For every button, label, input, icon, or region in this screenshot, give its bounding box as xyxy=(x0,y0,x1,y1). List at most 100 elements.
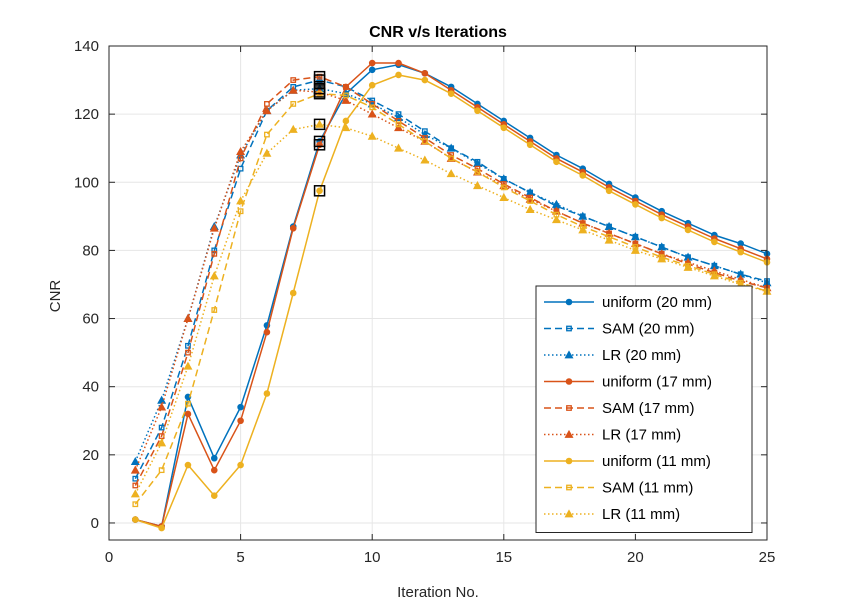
y-tick-label: 0 xyxy=(91,515,99,532)
data-point xyxy=(579,172,587,179)
data-point xyxy=(394,123,404,132)
highlighted-points xyxy=(313,70,326,197)
data-point xyxy=(263,328,271,336)
legend-label: uniform (17 mm) xyxy=(602,374,712,391)
data-point xyxy=(421,76,429,84)
legend-item: SAM (11 mm) xyxy=(544,480,693,497)
data-point xyxy=(342,117,350,125)
data-point xyxy=(263,390,271,397)
data-point xyxy=(472,181,482,190)
data-point xyxy=(737,248,744,256)
data-point xyxy=(132,516,139,523)
data-point xyxy=(446,169,456,178)
x-tick-label: 0 xyxy=(105,549,113,566)
data-point xyxy=(183,313,193,322)
data-point xyxy=(185,349,191,356)
data-point xyxy=(315,119,325,128)
data-point xyxy=(210,454,218,462)
data-point xyxy=(209,271,219,280)
legend: uniform (20 mm) SAM (20 mm) LR (20 mm) unif… xyxy=(535,285,753,533)
data-point xyxy=(210,492,218,500)
data-point xyxy=(237,403,244,411)
data-point xyxy=(525,204,535,213)
x-tick-label: 25 xyxy=(759,549,776,566)
highlight-marker xyxy=(313,70,326,83)
data-point xyxy=(157,438,167,447)
series-line xyxy=(134,92,768,505)
highlight-marker xyxy=(313,118,326,131)
x-tick-label: 5 xyxy=(236,549,244,566)
data-point xyxy=(183,361,193,370)
data-point xyxy=(341,123,351,132)
data-point xyxy=(158,424,165,431)
data-point xyxy=(158,467,165,474)
legend-item: uniform (20 mm) xyxy=(544,294,712,311)
y-tick-label: 60 xyxy=(82,311,99,328)
data-point xyxy=(394,143,404,152)
legend-label: SAM (11 mm) xyxy=(602,480,693,497)
legend-box xyxy=(535,285,753,533)
data-point xyxy=(211,307,218,313)
data-point xyxy=(395,121,402,128)
y-tick-label: 140 xyxy=(74,38,99,55)
x-tick-label: 15 xyxy=(495,549,512,566)
legend-item: SAM (20 mm) xyxy=(544,321,695,338)
data-point xyxy=(630,245,640,254)
legend-item: uniform (17 mm) xyxy=(544,374,712,391)
highlight-marker xyxy=(313,185,326,197)
data-point xyxy=(316,187,323,195)
data-point xyxy=(526,141,534,149)
data-point xyxy=(341,95,351,104)
series xyxy=(130,119,772,498)
data-point xyxy=(288,124,298,133)
data-point xyxy=(446,143,456,152)
data-point xyxy=(236,196,246,205)
data-point xyxy=(130,456,140,466)
legend-label: SAM (17 mm) xyxy=(602,400,695,417)
data-point xyxy=(237,208,244,215)
legend-label: LR (17 mm) xyxy=(602,427,681,444)
data-point xyxy=(369,104,376,111)
data-point xyxy=(564,429,574,438)
y-tick-label: 40 xyxy=(82,379,99,396)
data-point xyxy=(564,509,574,518)
data-point xyxy=(132,482,139,489)
data-point xyxy=(367,131,377,140)
y-axis-label: CNR xyxy=(47,280,64,313)
data-point xyxy=(564,350,574,359)
legend-label: LR (11 mm) xyxy=(602,506,680,523)
data-point xyxy=(421,138,428,145)
plot-frame xyxy=(108,45,768,541)
data-point xyxy=(566,405,572,411)
data-point xyxy=(209,223,219,232)
data-point xyxy=(565,298,573,306)
data-point xyxy=(551,215,561,224)
data-point xyxy=(566,484,572,491)
data-point xyxy=(684,226,692,234)
data-point xyxy=(262,106,272,115)
highlight-marker xyxy=(313,139,326,151)
data-point xyxy=(262,148,272,157)
legend-label: SAM (20 mm) xyxy=(602,321,695,338)
data-point xyxy=(711,238,718,246)
data-point xyxy=(709,271,719,280)
data-point xyxy=(565,378,573,385)
data-point xyxy=(367,109,377,118)
data-point xyxy=(184,393,192,401)
data-point xyxy=(421,69,429,77)
series xyxy=(132,90,770,508)
data-point xyxy=(342,92,349,99)
data-point xyxy=(553,158,560,166)
data-point xyxy=(565,457,573,465)
data-point xyxy=(288,85,298,94)
y-tick-label: 20 xyxy=(82,447,99,464)
legend-item: LR (17 mm) xyxy=(544,427,681,444)
y-tick-label: 100 xyxy=(74,174,99,191)
data-point xyxy=(289,224,297,232)
data-point xyxy=(236,146,246,156)
x-axis-label: Iteration No. xyxy=(397,584,479,601)
legend-label: uniform (20 mm) xyxy=(602,294,712,311)
data-point xyxy=(420,155,430,164)
data-point xyxy=(500,184,507,191)
